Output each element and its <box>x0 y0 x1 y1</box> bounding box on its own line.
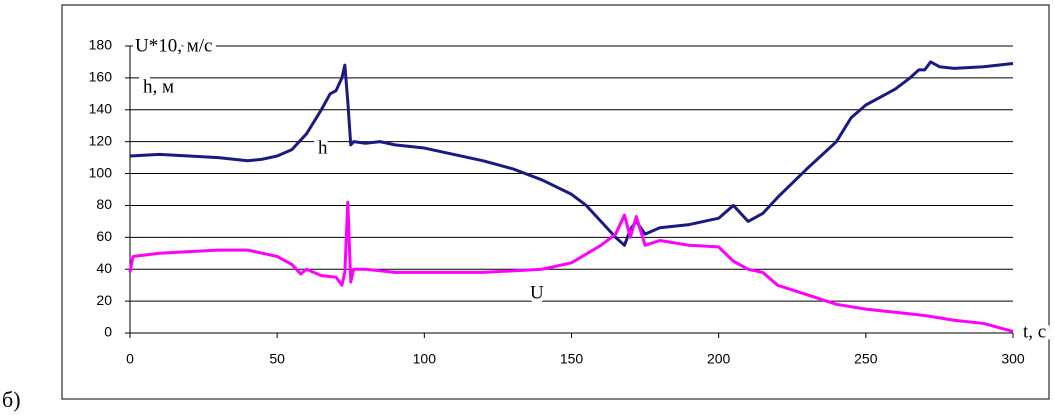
x-tick-label: 200 <box>707 351 731 367</box>
y-tick-label: 0 <box>104 324 112 340</box>
y-tick-label: 20 <box>96 292 112 308</box>
x-tick-label: 150 <box>560 351 584 367</box>
y-tick-label: 60 <box>96 228 112 244</box>
y-tick-label: 100 <box>89 164 113 180</box>
line-series <box>128 200 1014 333</box>
x-label: t, c <box>1023 321 1046 342</box>
y-label: U*10, м/с <box>135 35 212 56</box>
y-tick-label: 80 <box>96 196 112 212</box>
y-tick-label: 140 <box>89 100 113 116</box>
panel-label: б) <box>2 387 21 412</box>
x-tick-label: 250 <box>854 351 878 367</box>
x-tick-label: 300 <box>1001 351 1025 367</box>
x-tick-label: 0 <box>126 351 134 367</box>
frame <box>61 4 1050 400</box>
y-tick-label: 40 <box>96 260 112 276</box>
annotation: U <box>530 282 544 303</box>
y-label: h, м <box>143 76 174 97</box>
y-tick-label: 180 <box>89 37 113 53</box>
x-tick-label: 100 <box>413 351 437 367</box>
line-series <box>129 60 1014 247</box>
y-tick-label: 120 <box>89 132 113 148</box>
y-tick-label: 160 <box>89 69 113 85</box>
x-tick-label: 50 <box>269 351 285 367</box>
annotation: h <box>318 137 328 158</box>
